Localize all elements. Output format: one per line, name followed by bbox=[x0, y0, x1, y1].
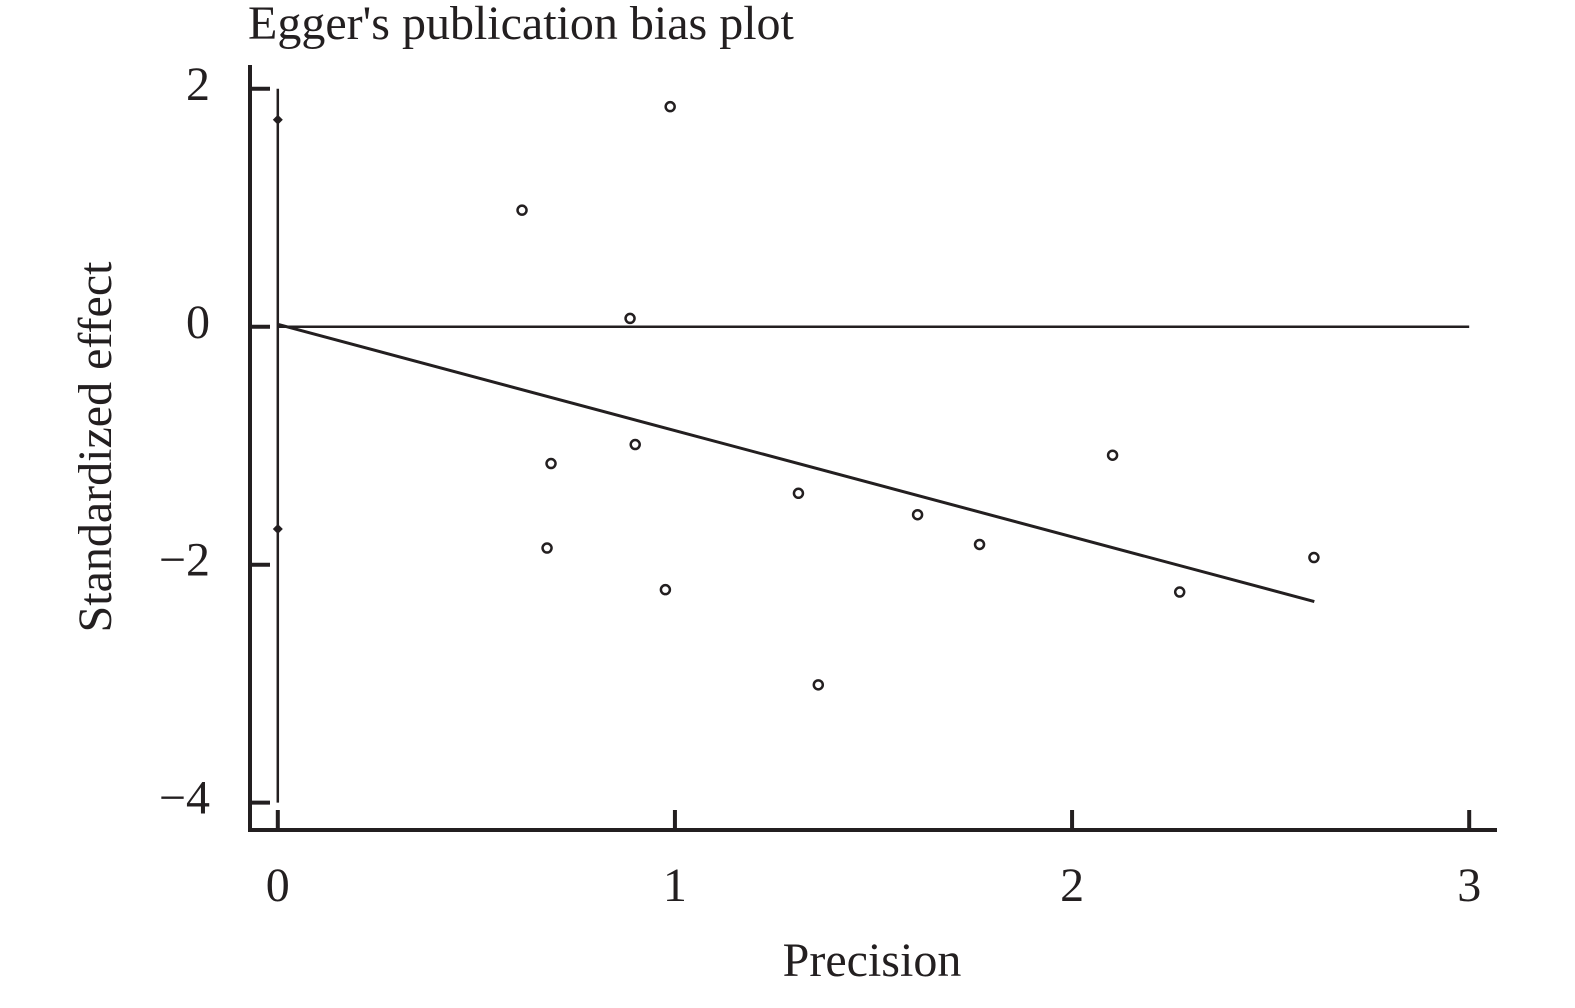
point bbox=[545, 457, 557, 470]
point bbox=[1308, 551, 1320, 564]
ci-diamond bbox=[272, 114, 283, 125]
point bbox=[541, 542, 553, 554]
point bbox=[624, 312, 636, 325]
ci-diamond bbox=[272, 523, 283, 534]
point bbox=[812, 679, 825, 691]
x-tick-label: 0 bbox=[266, 859, 290, 912]
regression-line bbox=[277, 322, 1315, 604]
y-tick-label: −2 bbox=[159, 534, 210, 587]
chart-title: Egger's publication bias plot bbox=[248, 0, 795, 50]
point bbox=[792, 487, 805, 500]
y-tick-label: 2 bbox=[186, 58, 210, 111]
x-tick-label: 3 bbox=[1457, 859, 1481, 912]
y-tick-label: 0 bbox=[186, 296, 210, 349]
x-axis-label: Precision bbox=[783, 934, 962, 987]
point bbox=[664, 100, 676, 113]
point bbox=[973, 538, 986, 551]
point bbox=[516, 204, 528, 216]
y-axis-label: Standardized effect bbox=[69, 261, 122, 633]
point bbox=[629, 438, 641, 451]
x-tick-label: 2 bbox=[1060, 859, 1084, 912]
x-tick-label: 1 bbox=[663, 859, 687, 912]
point bbox=[1106, 449, 1119, 461]
point bbox=[911, 508, 924, 521]
point bbox=[1173, 586, 1186, 598]
point bbox=[659, 583, 672, 596]
y-tick-label: −4 bbox=[159, 772, 210, 825]
